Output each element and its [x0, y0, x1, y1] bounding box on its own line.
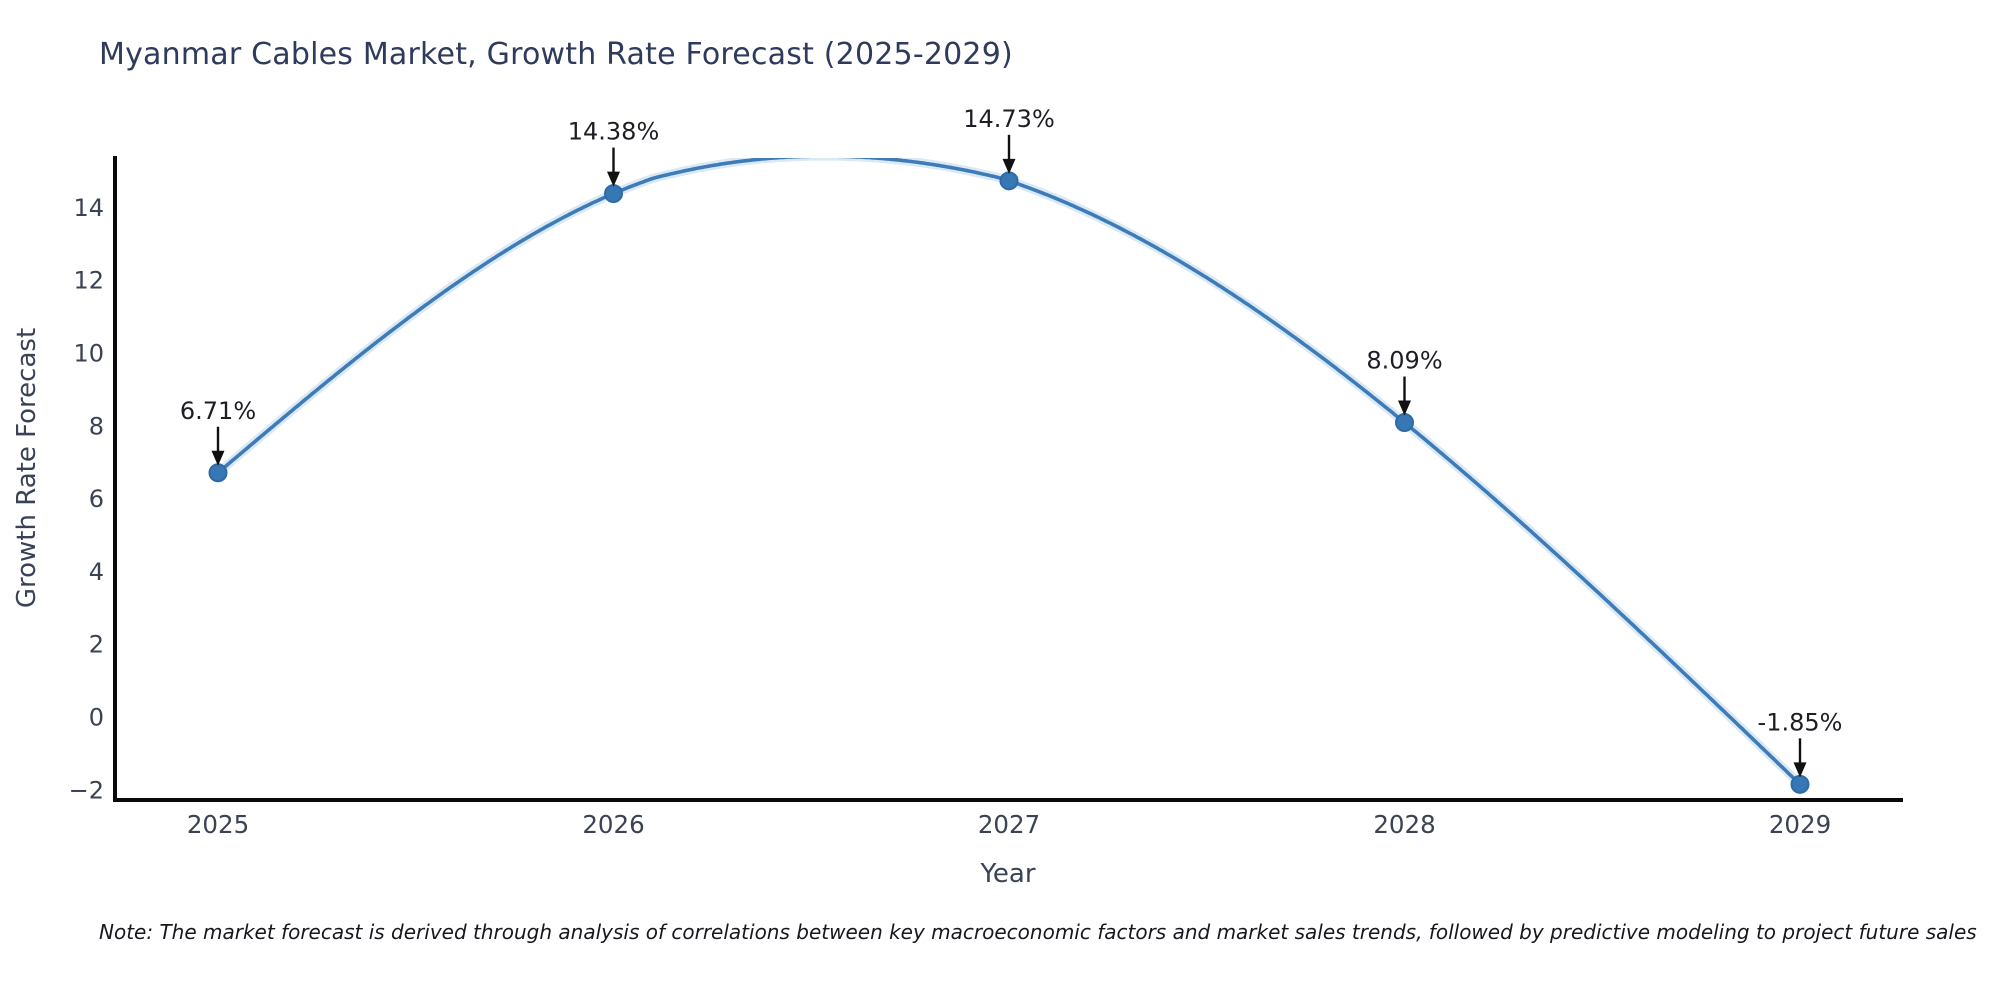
chart-title: Myanmar Cables Market, Growth Rate Forec… [99, 37, 1013, 72]
y-axis-title: Growth Rate Forecast [12, 327, 42, 609]
y-tick-label: 4 [89, 558, 104, 586]
data-point-marker [1395, 413, 1414, 433]
y-axis-spine [113, 156, 117, 802]
point-annotation: -1.85% [1758, 708, 1843, 736]
x-axis-spine [113, 798, 1903, 802]
point-annotation: 14.38% [568, 118, 660, 146]
point-annotation: 14.73% [963, 105, 1055, 133]
y-tick-label: 8 [89, 412, 104, 440]
y-tick-label: 12 [73, 267, 104, 295]
data-point-marker [1790, 774, 1810, 794]
data-point-marker [999, 171, 1019, 191]
data-point-marker [208, 463, 228, 483]
x-tick-label: 2026 [582, 810, 644, 839]
y-tick-label: −2 [69, 776, 104, 804]
point-annotation: 8.09% [1366, 347, 1442, 375]
annotation-arrow-head [1398, 400, 1411, 416]
y-tick-label: 14 [73, 194, 104, 222]
x-tick-label: 2025 [187, 810, 249, 839]
y-tick-label: 6 [89, 485, 104, 513]
x-axis-title: Year [980, 859, 1036, 889]
y-tick-label: 2 [89, 631, 104, 659]
y-tick-label: 0 [89, 704, 104, 732]
x-tick-label: 2029 [1769, 810, 1831, 839]
x-tick-label: 2027 [978, 810, 1040, 839]
x-tick-label: 2028 [1373, 810, 1435, 839]
annotation-arrow-head [1002, 158, 1016, 174]
point-annotation: 6.71% [180, 397, 256, 425]
chart-footnote: Note: The market forecast is derived thr… [99, 920, 1977, 944]
forecast-curve-halo [215, 158, 1804, 788]
annotation-arrow-head [607, 171, 620, 187]
y-tick-label: 10 [73, 340, 104, 368]
data-point-marker [604, 184, 623, 204]
annotation-arrow-head [1793, 762, 1807, 778]
forecast-curve [216, 158, 1802, 787]
annotation-arrow-head [211, 450, 225, 466]
